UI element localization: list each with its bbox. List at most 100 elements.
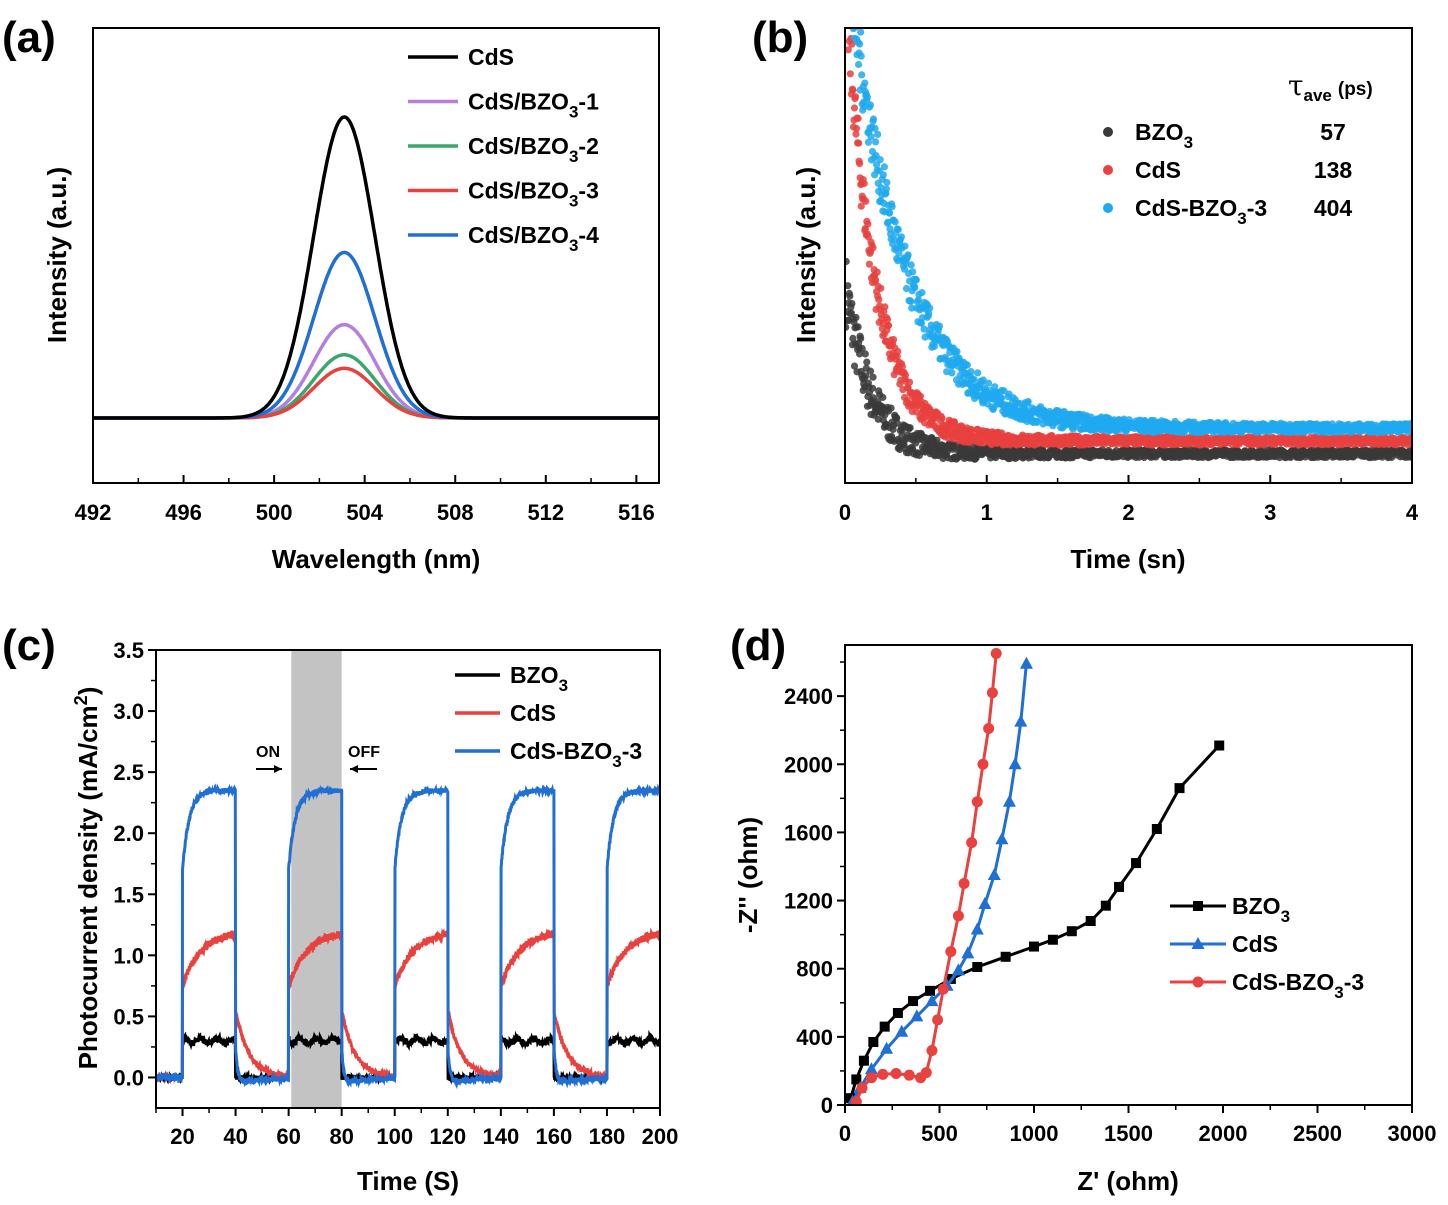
panel-d-point bbox=[926, 1044, 938, 1056]
panel-b-tau-value: 404 bbox=[1314, 195, 1353, 221]
panel-b-point bbox=[912, 276, 920, 284]
panel-d-point bbox=[879, 1021, 890, 1032]
panel-b-point bbox=[845, 323, 850, 331]
panel-d-legend-marker bbox=[1191, 937, 1205, 949]
panel-c-legend-label-main: CdS-BZO bbox=[510, 738, 612, 764]
panel-b-point bbox=[844, 12, 851, 19]
panel-b-point bbox=[865, 260, 874, 268]
panel-b-point bbox=[871, 124, 879, 133]
panel-d-ytick-label: 1600 bbox=[784, 820, 833, 845]
panel-d-point bbox=[865, 1072, 877, 1084]
panel-a-ylabel: Intensity (a.u.) bbox=[42, 167, 72, 343]
panel-b-xlabel: Time (sn) bbox=[1070, 544, 1185, 574]
panel-b-point bbox=[873, 161, 881, 169]
panel-b-point bbox=[860, 179, 868, 188]
panel-b-point bbox=[912, 408, 920, 416]
panel-d-ytick-label: 2400 bbox=[784, 684, 833, 709]
panel-d-point bbox=[958, 878, 970, 890]
panel-c-xtick-label: 80 bbox=[329, 1124, 353, 1149]
panel-c-xlabel: Time (S) bbox=[357, 1166, 459, 1196]
panel-b-legend-label-main: CdS bbox=[1135, 157, 1181, 183]
panel-d-ytick-label: 400 bbox=[796, 1025, 833, 1050]
panel-d-point bbox=[961, 946, 975, 959]
panel-b-legend-label: CdS-BZO3-3 bbox=[1135, 195, 1267, 228]
panel-d-legend-label-main: CdS-BZO bbox=[1232, 969, 1334, 995]
panel-b-point bbox=[852, 12, 859, 19]
panel-b-point bbox=[885, 209, 894, 217]
panel-b-point bbox=[848, 299, 856, 308]
panel-b-point bbox=[856, 40, 864, 48]
panel-c-ylabel-main: Photocurrent density (mA/cm bbox=[73, 705, 103, 1069]
panel-a-xtick-label: 516 bbox=[618, 500, 655, 525]
panel-c-ytick-label: 3.0 bbox=[113, 699, 144, 724]
panel-c-series-1 bbox=[156, 927, 660, 1085]
panel-a-series-3 bbox=[93, 366, 659, 420]
panel-b-point bbox=[847, 12, 854, 19]
panel-c-ytick-label: 1.5 bbox=[113, 882, 144, 907]
panel-c-legend-label-tail: -3 bbox=[622, 738, 642, 764]
panel-b-point bbox=[862, 372, 870, 380]
panel-b-point bbox=[902, 284, 911, 293]
panel-d-point bbox=[986, 687, 998, 699]
panel-b-legend-label: BZO3 bbox=[1135, 119, 1193, 152]
panel-b-point bbox=[843, 12, 850, 19]
panel-d-point bbox=[856, 1082, 868, 1094]
panel-c-series-0 bbox=[156, 1029, 660, 1086]
panel-b-point bbox=[894, 225, 902, 234]
panel-b-point bbox=[845, 12, 852, 19]
panel-d-legend-label-main: CdS bbox=[1232, 931, 1278, 957]
panel-b-point bbox=[906, 378, 914, 386]
panel-b-point bbox=[974, 369, 982, 377]
panel-b-point bbox=[872, 276, 880, 284]
panel-b-point bbox=[888, 203, 896, 211]
panel-a-xtick-label: 500 bbox=[256, 500, 293, 525]
panel-a-xtick-label: 492 bbox=[75, 500, 112, 525]
panel-d-ylabel: -Z'' (ohm) bbox=[733, 817, 763, 933]
panel-b-xtick-label: 3 bbox=[1264, 500, 1276, 525]
panel-b-point bbox=[879, 393, 887, 401]
panel-a-legend-label-sub: 3 bbox=[569, 192, 578, 211]
panel-d-xtick-label: 3000 bbox=[1388, 1121, 1437, 1146]
panel-a-xtick-label: 508 bbox=[437, 500, 474, 525]
panel-c-frame bbox=[155, 649, 661, 1109]
panel-d-point bbox=[1000, 951, 1011, 962]
panel-b-point bbox=[849, 334, 857, 342]
panel-d-point bbox=[952, 910, 964, 922]
panel-d-point bbox=[1214, 740, 1225, 751]
panel-b-legend-label-tail: -3 bbox=[1247, 195, 1267, 221]
panel-b-series-0 bbox=[845, 257, 1412, 463]
panel-b-legend-label-main: BZO bbox=[1135, 119, 1184, 145]
panel-b-point bbox=[857, 28, 865, 36]
panel-b-point bbox=[856, 160, 864, 168]
panel-b-legend-label-main: CdS-BZO bbox=[1135, 195, 1237, 221]
panel-c-legend-label-sub: 3 bbox=[612, 752, 621, 771]
panel-d-point bbox=[995, 832, 1009, 845]
panel-c-legend-label: BZO3 bbox=[510, 662, 568, 695]
panel-d-point bbox=[990, 648, 1002, 660]
panel-b-point bbox=[898, 362, 907, 371]
panel-d-xtick-label: 2000 bbox=[1199, 1121, 1248, 1146]
panel-b-legend-marker bbox=[1103, 203, 1113, 213]
panel-b-point bbox=[876, 156, 884, 164]
panel-a-legend-label: CdS/BZO3-4 bbox=[468, 222, 599, 255]
panel-d-point bbox=[850, 1096, 862, 1105]
panel-d-legend-label: BZO3 bbox=[1232, 893, 1290, 926]
panel-b-point bbox=[916, 392, 925, 400]
panel-b-point bbox=[907, 297, 915, 305]
panel-c-off-arrowhead bbox=[350, 765, 358, 773]
panel-d-legend-label: CdS-BZO3-3 bbox=[1232, 969, 1364, 1002]
panel-b-point bbox=[852, 313, 860, 322]
panel-d-point bbox=[1100, 900, 1111, 911]
panel-d-point bbox=[932, 1014, 944, 1026]
panel-b-point bbox=[866, 367, 875, 375]
panel-b-point bbox=[842, 12, 849, 19]
panel-d-chart: 0 500 1000 1500 2000 2500 3000 0 400 800 1200 1600 2… bbox=[733, 644, 1437, 1196]
panel-b-point bbox=[845, 12, 852, 19]
panel-b-point bbox=[1024, 397, 1032, 406]
panel-b-point bbox=[857, 202, 865, 210]
panel-b-tau-unit: (ps) bbox=[1338, 79, 1373, 100]
panel-d-point bbox=[1085, 916, 1096, 926]
panel-c-legend-label: CdS-BZO3-3 bbox=[510, 738, 642, 771]
panel-d-point bbox=[978, 896, 992, 909]
panel-a-legend-label-tail: -4 bbox=[578, 222, 599, 248]
